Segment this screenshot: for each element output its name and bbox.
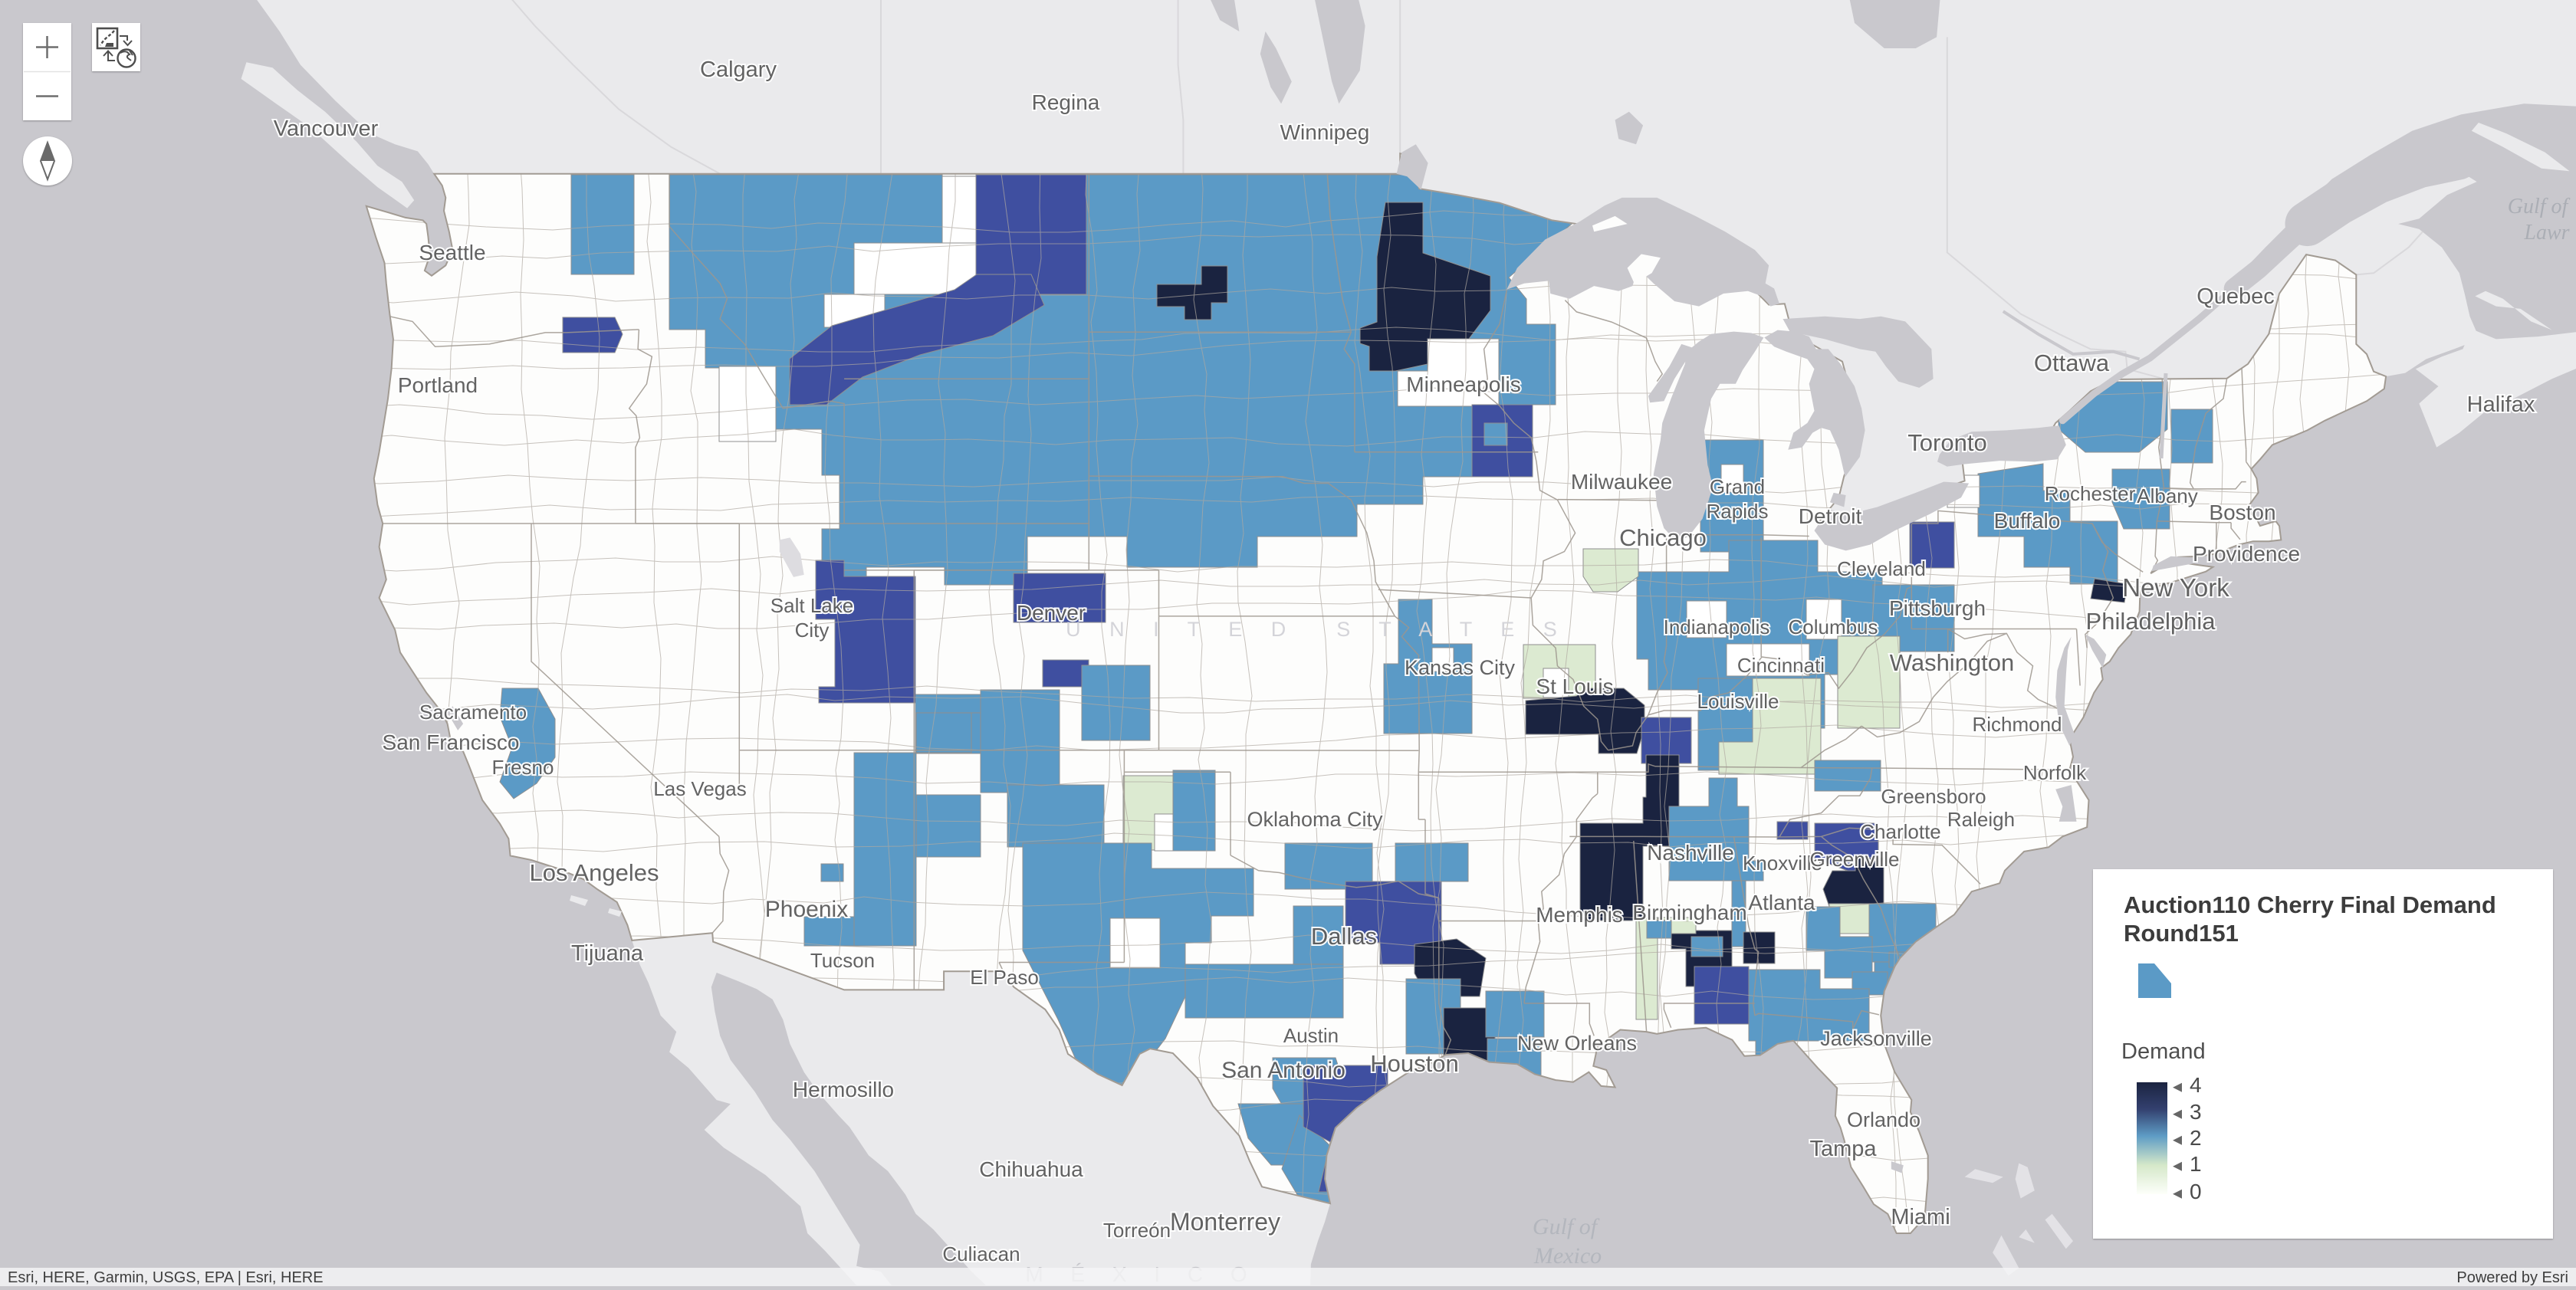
svg-text:Philadelphia: Philadelphia bbox=[2086, 608, 2216, 635]
svg-text:Torreón: Torreón bbox=[1103, 1219, 1171, 1242]
svg-text:City: City bbox=[795, 619, 830, 642]
svg-text:Portland: Portland bbox=[398, 373, 478, 397]
svg-text:Chicago: Chicago bbox=[1619, 524, 1707, 551]
svg-text:Gulf of: Gulf of bbox=[2508, 195, 2571, 218]
svg-text:Culiacan: Culiacan bbox=[942, 1242, 1020, 1265]
svg-text:Las Vegas: Las Vegas bbox=[653, 777, 746, 800]
svg-text:Washington: Washington bbox=[1890, 649, 2015, 676]
svg-text:Memphis: Memphis bbox=[1536, 903, 1623, 927]
svg-text:Miami: Miami bbox=[1891, 1205, 1950, 1229]
svg-text:Greenville: Greenville bbox=[1809, 848, 1899, 871]
svg-text:Austin: Austin bbox=[1283, 1024, 1339, 1047]
svg-text:Indianapolis: Indianapolis bbox=[1664, 615, 1770, 638]
svg-text:Atlanta: Atlanta bbox=[1748, 891, 1815, 914]
svg-text:Tijuana: Tijuana bbox=[571, 941, 644, 966]
svg-text:Milwaukee: Milwaukee bbox=[1571, 470, 1672, 494]
svg-text:Oklahoma City: Oklahoma City bbox=[1247, 808, 1383, 831]
svg-text:San Francisco: San Francisco bbox=[383, 730, 520, 754]
svg-text:Seattle: Seattle bbox=[419, 241, 485, 264]
svg-text:Gulf of: Gulf of bbox=[1533, 1214, 1600, 1239]
svg-text:Greensboro: Greensboro bbox=[1881, 785, 1986, 808]
svg-text:Rochester: Rochester bbox=[2045, 482, 2136, 505]
svg-text:New York: New York bbox=[2122, 573, 2229, 602]
svg-text:New Orleans: New Orleans bbox=[1517, 1032, 1637, 1055]
svg-text:Monterrey: Monterrey bbox=[1170, 1208, 1280, 1236]
svg-text:Fresno: Fresno bbox=[492, 756, 554, 779]
svg-text:Toronto: Toronto bbox=[1907, 429, 1986, 456]
svg-text:Raleigh: Raleigh bbox=[1947, 808, 2015, 831]
svg-text:Richmond: Richmond bbox=[1972, 713, 2062, 736]
svg-text:Knoxville: Knoxville bbox=[1743, 852, 1822, 875]
svg-text:Salt Lake: Salt Lake bbox=[770, 594, 853, 617]
svg-text:Rapids: Rapids bbox=[1707, 500, 1769, 523]
svg-text:Los Angeles: Los Angeles bbox=[530, 859, 659, 886]
svg-text:Detroit: Detroit bbox=[1799, 504, 1862, 528]
svg-text:Charlotte: Charlotte bbox=[1860, 820, 1941, 843]
svg-text:Jacksonville: Jacksonville bbox=[1820, 1027, 1932, 1050]
svg-text:Winnipeg: Winnipeg bbox=[1280, 120, 1370, 144]
svg-text:Orlando: Orlando bbox=[1847, 1108, 1921, 1131]
svg-text:El Paso: El Paso bbox=[970, 966, 1039, 989]
svg-text:Hermosillo: Hermosillo bbox=[793, 1078, 894, 1101]
svg-text:Vancouver: Vancouver bbox=[274, 117, 379, 141]
svg-text:Denver: Denver bbox=[1017, 601, 1086, 625]
svg-text:Albany: Albany bbox=[2137, 484, 2198, 507]
svg-text:Providence: Providence bbox=[2193, 542, 2300, 566]
svg-text:Ottawa: Ottawa bbox=[2034, 350, 2110, 376]
svg-text:Birmingham: Birmingham bbox=[1632, 901, 1746, 924]
svg-text:Houston: Houston bbox=[1370, 1050, 1458, 1077]
svg-text:San Antonio: San Antonio bbox=[1221, 1058, 1346, 1083]
svg-text:Norfolk: Norfolk bbox=[2023, 761, 2087, 784]
svg-text:Pittsburgh: Pittsburgh bbox=[1889, 596, 1986, 620]
svg-text:Nashville: Nashville bbox=[1647, 841, 1734, 865]
svg-text:Tucson: Tucson bbox=[810, 949, 875, 972]
svg-text:Halifax: Halifax bbox=[2467, 392, 2535, 417]
svg-text:Grand: Grand bbox=[1710, 475, 1765, 498]
svg-text:Dallas: Dallas bbox=[1311, 923, 1377, 950]
svg-text:Minneapolis: Minneapolis bbox=[1406, 373, 1520, 396]
svg-text:Regina: Regina bbox=[1032, 90, 1100, 114]
svg-text:Louisville: Louisville bbox=[1697, 690, 1779, 713]
svg-text:Cleveland: Cleveland bbox=[1837, 557, 1926, 580]
svg-text:Kansas City: Kansas City bbox=[1405, 656, 1516, 679]
svg-text:U N I T E D S T A T E S: U N I T E D S T A T E S bbox=[1066, 618, 1569, 641]
svg-text:St Louis: St Louis bbox=[1536, 675, 1613, 698]
svg-text:Buffalo: Buffalo bbox=[1994, 509, 2061, 533]
svg-text:Tampa: Tampa bbox=[1809, 1137, 1877, 1161]
svg-text:Columbus: Columbus bbox=[1788, 615, 1878, 638]
svg-text:Lawr: Lawr bbox=[2523, 221, 2569, 245]
svg-text:Cincinnati: Cincinnati bbox=[1737, 654, 1825, 677]
svg-text:Sacramento: Sacramento bbox=[419, 701, 527, 724]
svg-text:Mexico: Mexico bbox=[1533, 1243, 1602, 1269]
svg-text:Phoenix: Phoenix bbox=[765, 897, 848, 922]
svg-text:Boston: Boston bbox=[2209, 501, 2275, 524]
svg-text:Calgary: Calgary bbox=[700, 57, 777, 82]
svg-text:Quebec: Quebec bbox=[2196, 284, 2275, 309]
svg-text:Chihuahua: Chihuahua bbox=[979, 1157, 1083, 1181]
